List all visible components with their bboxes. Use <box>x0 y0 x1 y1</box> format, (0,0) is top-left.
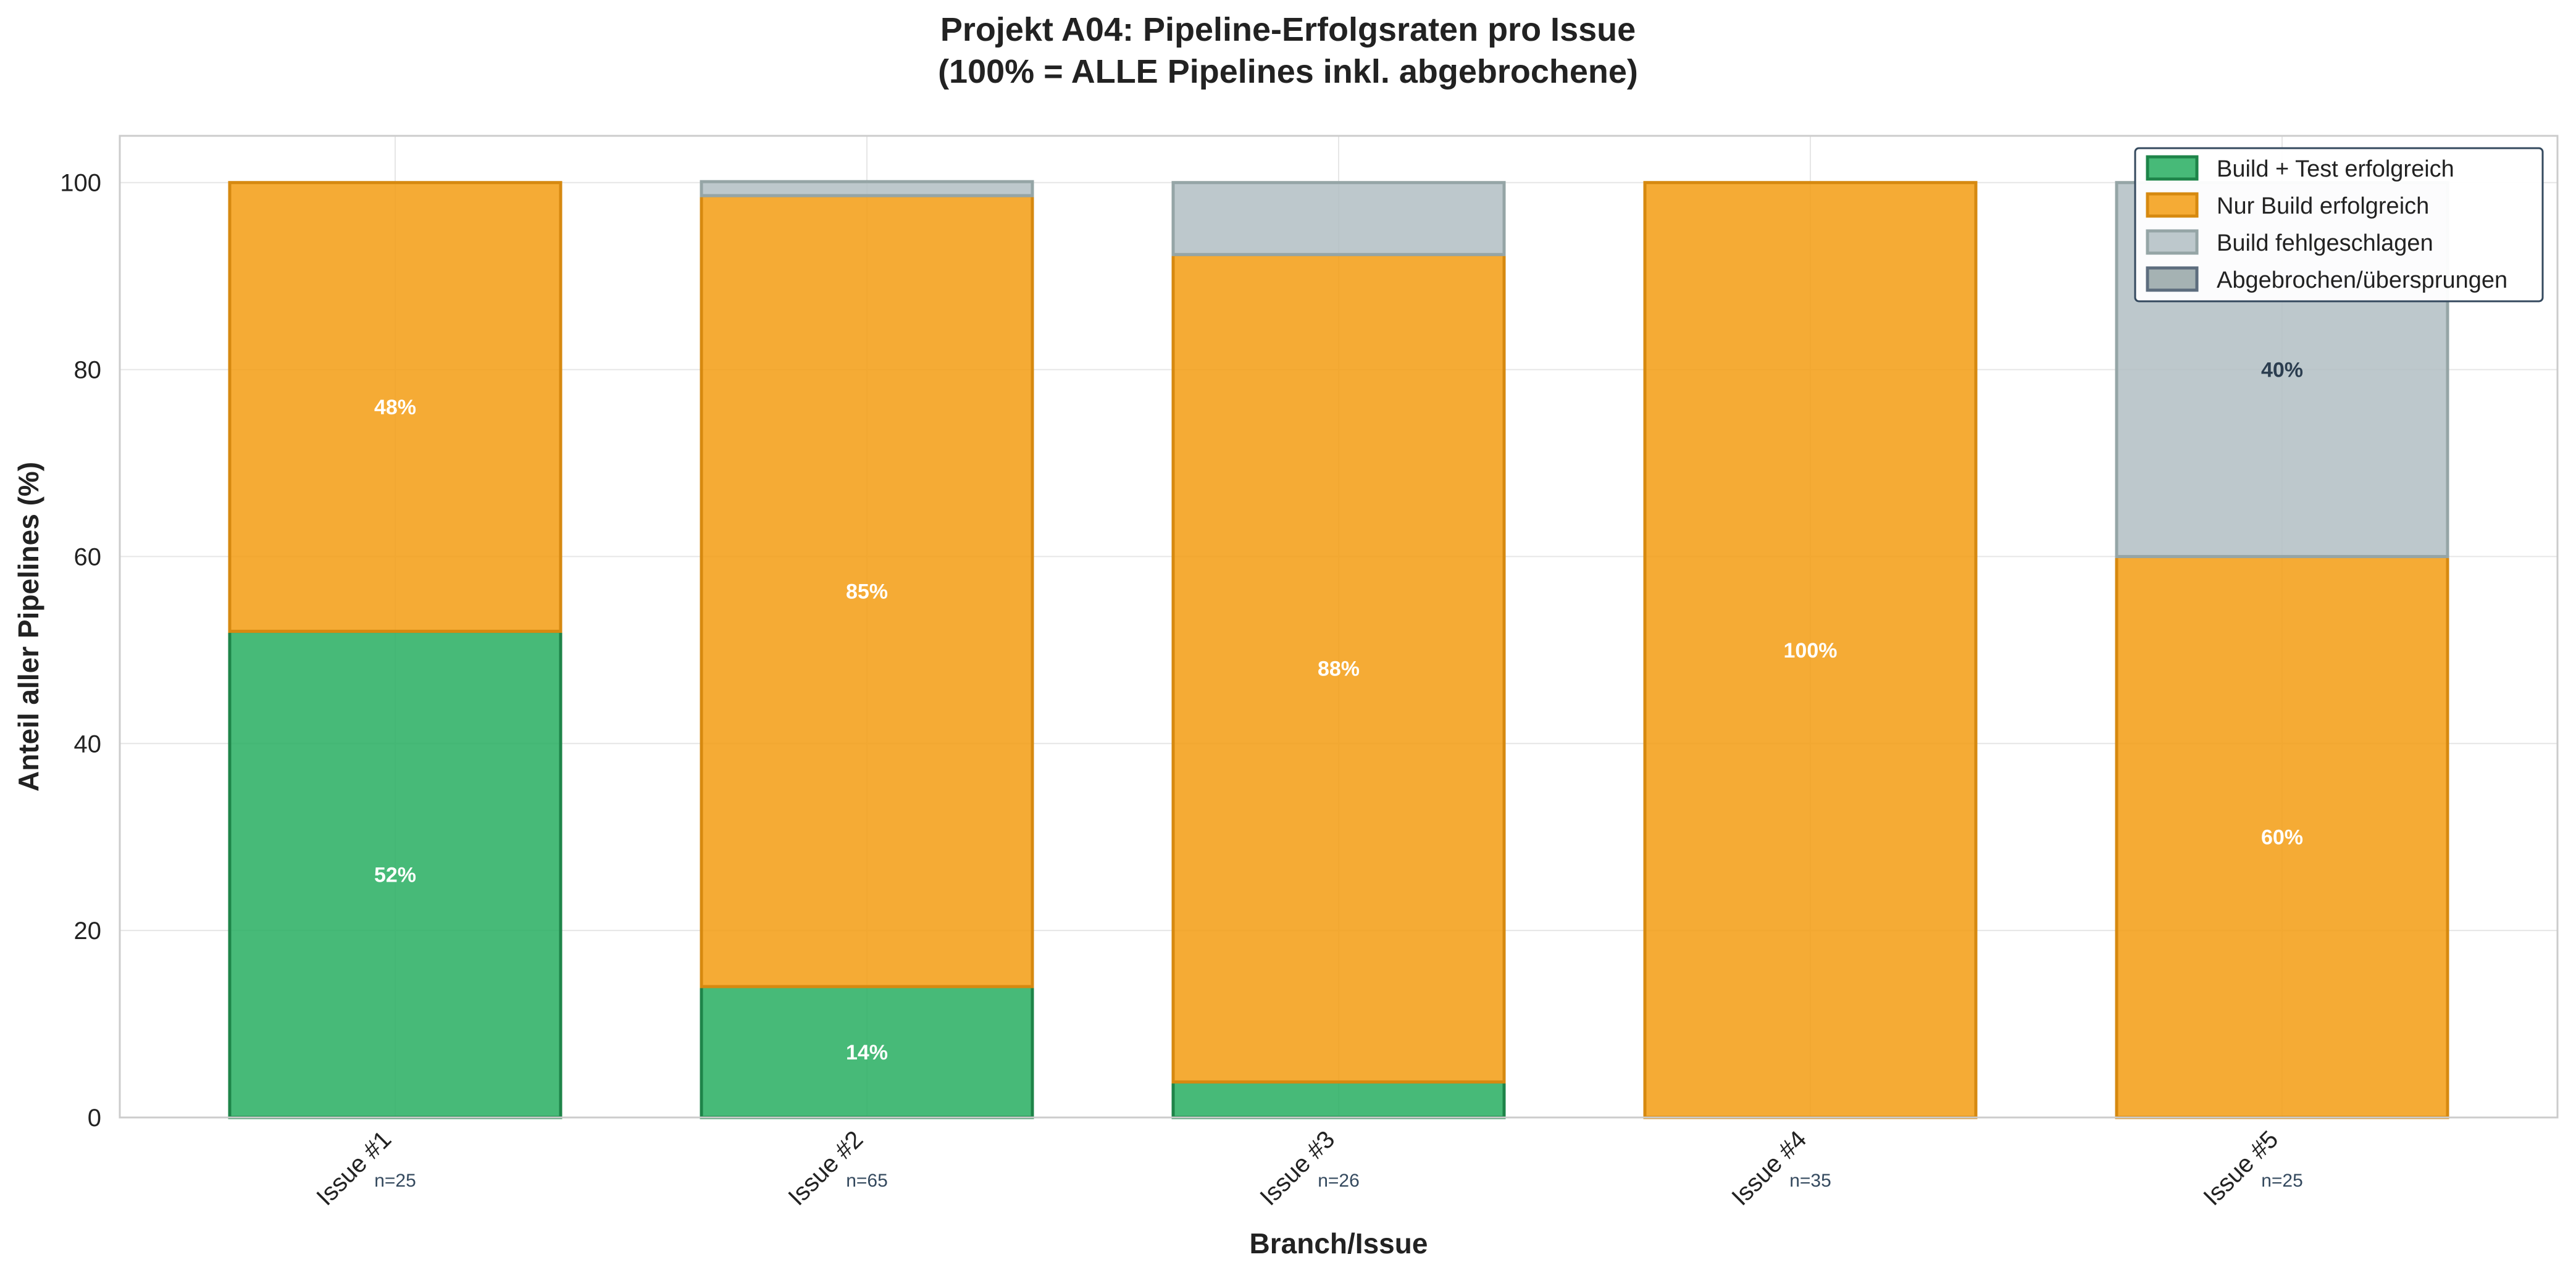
x-tick-label-issue5: Issue #5 <box>2198 1126 2283 1211</box>
y-tick-label-60: 60 <box>74 543 102 570</box>
legend-swatch-series1 <box>2146 155 2199 181</box>
bar-segment-issue3-series3 <box>1171 181 1506 256</box>
bar-segment-issue2-series2 <box>700 194 1034 988</box>
segment-label-issue5-series2: 60% <box>2261 826 2303 850</box>
y-tick-label-20: 20 <box>74 917 102 945</box>
x-tick-label-issue3: Issue #3 <box>1255 1126 1340 1211</box>
x-axis-label: Branch/Issue <box>1250 1227 1428 1259</box>
x-tick-label-issue1: Issue #1 <box>311 1126 396 1211</box>
segment-labels: 52% 48% 14% 85% 88% 100% 60% 40% <box>374 359 2303 1064</box>
sample-size-issue5: n=25 <box>2261 1171 2303 1191</box>
x-tick-label-issue4: Issue #4 <box>1726 1126 1812 1211</box>
legend-swatch-series3 <box>2146 229 2199 255</box>
x-tick-label-issue2: Issue #2 <box>783 1126 868 1211</box>
sample-size-issue4: n=35 <box>1789 1171 1831 1191</box>
segment-label-issue2-series2: 85% <box>846 580 888 603</box>
bar-segment-issue1-series2 <box>228 181 562 633</box>
bar-segment-issue4-series2 <box>1643 181 1978 1119</box>
segment-label-issue2-series1: 14% <box>846 1041 888 1064</box>
legend-swatch-series4 <box>2146 266 2199 292</box>
legend-label-series2: Nur Build erfolgreich <box>2217 193 2429 219</box>
y-tick-label-0: 0 <box>88 1105 101 1132</box>
y-tick-label-80: 80 <box>74 357 102 384</box>
y-axis-label: Anteil aller Pipelines (%) <box>12 462 44 791</box>
bar-segment-issue2-series3 <box>700 180 1034 198</box>
bar-segment-issue3-series2 <box>1171 253 1506 1084</box>
legend-label-series4: Abgebrochen/übersprungen <box>2217 267 2507 293</box>
x-tick-labels: Issue #1n=25 Issue #2n=65 Issue #3n=26 Issu… <box>311 1126 2302 1211</box>
segment-label-issue1-series2: 48% <box>374 396 416 419</box>
bars <box>228 180 2449 1119</box>
legend-frame <box>2134 147 2544 303</box>
plot-frame <box>119 135 2559 1119</box>
sample-size-issue3: n=26 <box>1318 1171 1360 1191</box>
y-tick-labels: 0 20 40 60 80 100 <box>60 170 101 1132</box>
segment-label-issue1-series1: 52% <box>374 863 416 887</box>
bar-segment-issue5-series2 <box>2115 554 2449 1119</box>
segment-label-issue4-series2: 100% <box>1784 639 1838 662</box>
segment-label-issue3-series2: 88% <box>1318 657 1360 680</box>
sample-size-issue2: n=65 <box>846 1171 888 1191</box>
sample-size-issue1: n=25 <box>374 1171 416 1191</box>
legend-swatch-series2 <box>2146 192 2199 218</box>
y-tick-label-40: 40 <box>74 730 102 758</box>
chart-title-line1: Projekt A04: Pipeline-Erfolgsraten pro I… <box>940 11 1636 48</box>
bar-segment-issue2-series1 <box>700 985 1034 1119</box>
legend-label-series3: Build fehlgeschlagen <box>2217 230 2433 256</box>
chart-title-line2: (100% = ALLE Pipelines inkl. abgebrochen… <box>938 53 1638 90</box>
bar-segment-issue3-series1 <box>1171 1080 1506 1119</box>
bar-segment-issue1-series1 <box>228 630 562 1119</box>
legend-label-series1: Build + Test erfolgreich <box>2217 156 2454 182</box>
segment-label-issue5-series3: 40% <box>2261 359 2303 382</box>
legend: Build + Test erfolgreich Nur Build erfolg… <box>2134 147 2544 303</box>
y-tick-label-100: 100 <box>60 170 101 197</box>
